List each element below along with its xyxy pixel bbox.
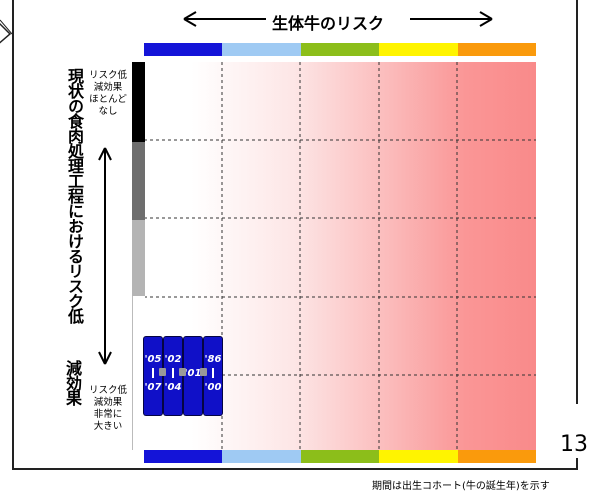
cohort-connector — [179, 368, 186, 376]
risk-color-bar-top — [144, 43, 537, 56]
risk-level-3 — [300, 43, 380, 56]
high-effect-note: リスク低 減効果 非常に 大きい — [88, 385, 127, 432]
risk-level-5 — [457, 450, 537, 463]
risk-level-3 — [300, 450, 380, 463]
risk-level-5 — [457, 43, 537, 56]
reduction-scale-4 — [132, 296, 145, 450]
risk-color-bar-bottom — [144, 450, 537, 463]
vertical-axis-title: 現状の食肉処理工程におけるリスク低 — [65, 68, 84, 323]
cohort-connector — [159, 368, 166, 376]
corner-decoration-icon — [0, 19, 13, 44]
page-number: 13 — [560, 432, 588, 457]
cohort-connector — [200, 368, 207, 376]
vertical-double-arrow-icon — [98, 147, 112, 365]
footnote: 期間は出生コホート(牛の誕生年)を示す — [372, 481, 550, 492]
risk-axis-title: 生体牛のリスク — [180, 4, 510, 34]
vertical-axis-title-tail: 減効果 — [63, 360, 82, 405]
frame-left-line — [12, 0, 14, 470]
frame-right-line — [576, 0, 578, 404]
risk-level-1 — [144, 43, 223, 56]
cohort-box-2002-2004: '02 '04 — [163, 336, 183, 416]
double-arrow-icon — [183, 11, 493, 27]
risk-level-2 — [222, 450, 301, 463]
risk-level-2 — [222, 43, 301, 56]
low-effect-note: リスク低 減効果 ほとんど なし — [88, 70, 127, 117]
frame-right-line-lower — [576, 458, 578, 470]
risk-level-4 — [379, 43, 458, 56]
frame-bottom-line — [12, 468, 578, 470]
risk-level-4 — [379, 450, 458, 463]
cohort-box-1986-2000: '86 '00 — [203, 336, 223, 416]
risk-level-1 — [144, 450, 223, 463]
reduction-scale-2 — [132, 142, 145, 220]
title-text: 生体牛のリスク — [272, 14, 385, 33]
reduction-scale-1 — [132, 62, 145, 142]
matrix-grid-lines — [144, 62, 536, 450]
reduction-scale-3 — [132, 220, 145, 296]
cohort-box-2001: '01 — [183, 336, 203, 416]
cohort-box-2005-2007: '05 '07 — [143, 336, 163, 416]
